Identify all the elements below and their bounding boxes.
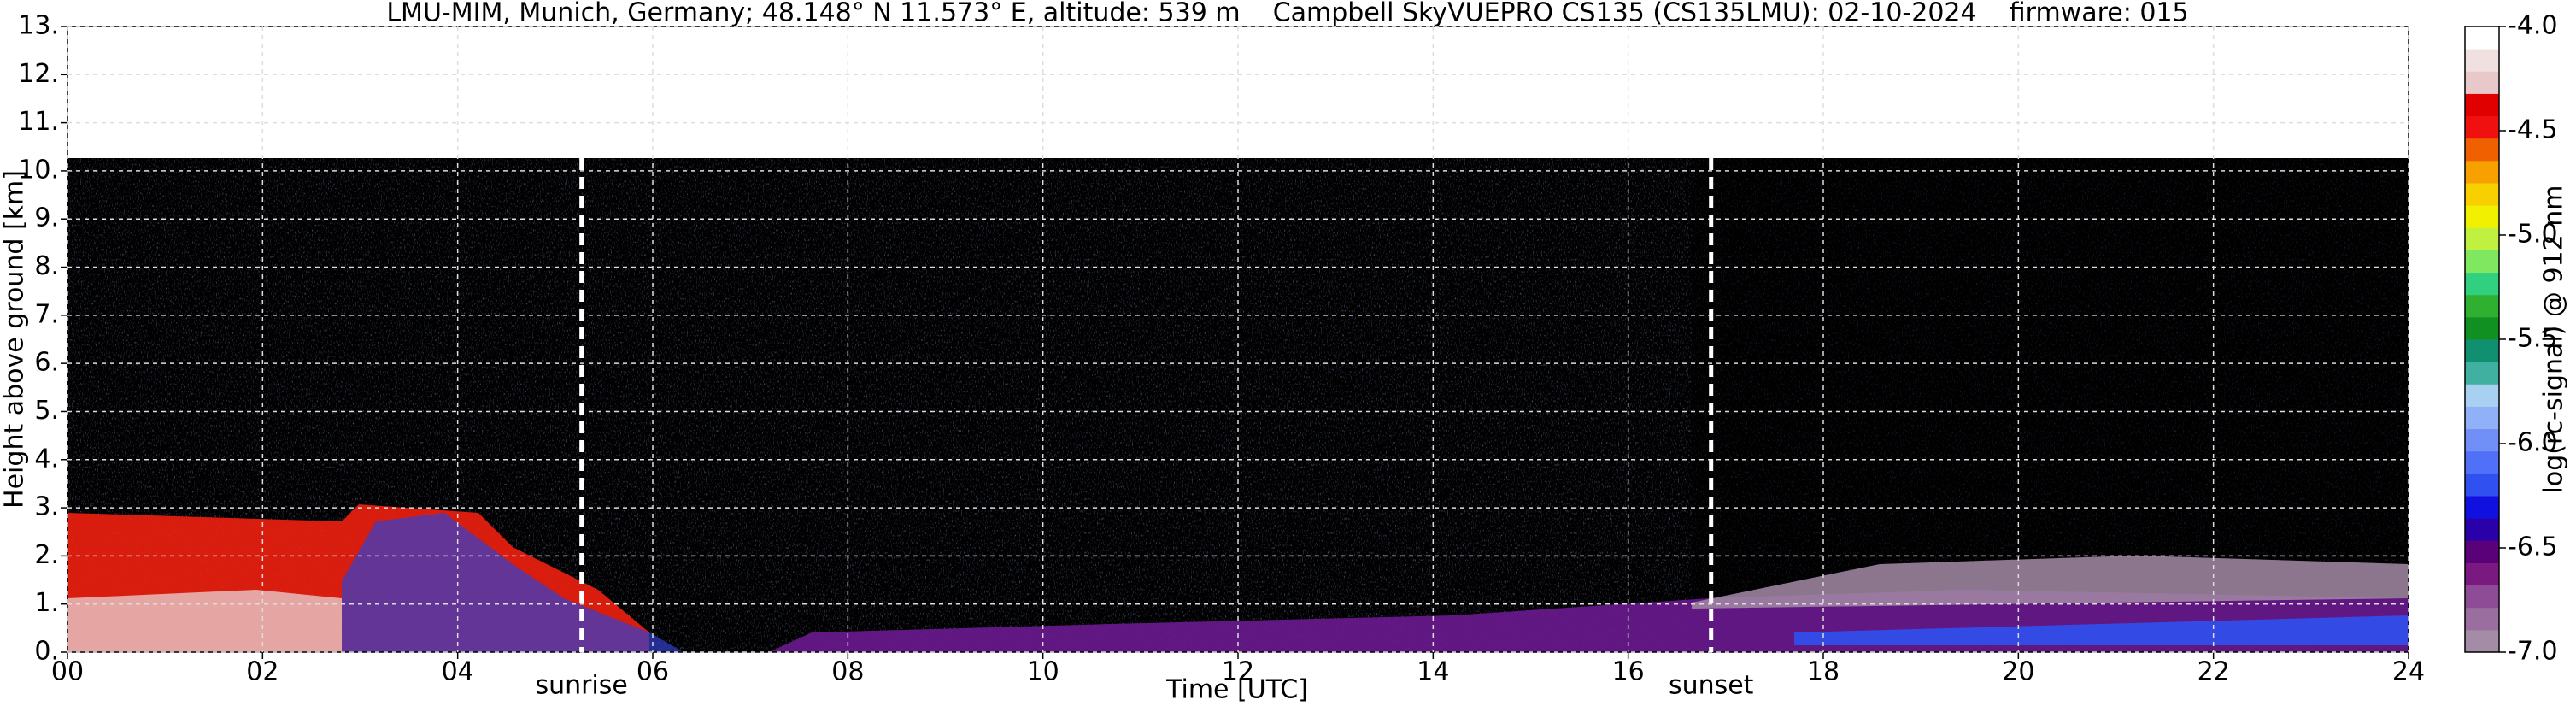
colorbar-swatch	[2465, 540, 2499, 563]
y-tick-label: 3.	[34, 492, 59, 522]
colorbar-swatch	[2465, 294, 2499, 318]
image-layer	[1692, 556, 2409, 609]
colorbar-swatch	[2465, 339, 2499, 362]
y-tick-label: 9.	[34, 203, 59, 233]
y-tick-label: 5.	[34, 396, 59, 426]
colorbar-tick-label: -6.5	[2508, 532, 2558, 562]
colorbar-label: log(rc-signal) @ 912 nm	[2539, 185, 2569, 494]
x-tick-label: 08	[831, 657, 864, 687]
colorbar-swatch	[2465, 160, 2499, 184]
image-layer	[67, 590, 342, 652]
colorbar-swatch	[2465, 450, 2499, 474]
colorbar-swatch	[2465, 183, 2499, 206]
colorbar-swatch	[2465, 562, 2499, 586]
x-tick-label: 00	[51, 657, 84, 687]
colorbar-swatch	[2465, 316, 2499, 340]
colorbar-swatch	[2465, 49, 2499, 72]
x-tick-label: 04	[442, 657, 474, 687]
colorbar-swatch	[2465, 406, 2499, 430]
colorbar-swatch	[2465, 71, 2499, 94]
x-tick-label: 02	[246, 657, 279, 687]
colorbar-swatch	[2465, 473, 2499, 497]
y-tick-label: 10.	[18, 155, 59, 185]
image-layer	[1794, 615, 2409, 645]
colorbar-tick-label: -7.0	[2508, 637, 2558, 667]
x-tick-label: 18	[1807, 657, 1840, 687]
x-axis-label: Time [UTC]	[1165, 675, 1308, 705]
y-axis-label: Height above ground [km]	[0, 170, 30, 509]
colorbar-swatch	[2465, 93, 2499, 117]
x-tick-label: 16	[1612, 657, 1645, 687]
colorbar-tick-label: -5.5	[2508, 324, 2558, 354]
colorbar-tick-label: -4.0	[2508, 11, 2558, 41]
colorbar-swatch	[2465, 496, 2499, 519]
colorbar-swatch	[2465, 629, 2499, 653]
chart-title: LMU-MIM, Munich, Germany; 48.148° N 11.5…	[386, 0, 2188, 28]
x-tick-label: 14	[1417, 657, 1449, 687]
colorbar-swatch	[2465, 362, 2499, 385]
y-tick-label: 11.	[18, 107, 59, 137]
y-tick-label: 8.	[34, 251, 59, 281]
colorbar-tick-label: -6.0	[2508, 428, 2558, 458]
y-tick-label: 2.	[34, 540, 59, 570]
y-tick-label: 13.	[18, 11, 59, 41]
y-tick-label: 0.	[34, 637, 59, 667]
x-tick-label: 10	[1027, 657, 1059, 687]
colorbar-swatch	[2465, 250, 2499, 274]
colorbar-swatch	[2465, 607, 2499, 631]
colorbar-swatch	[2465, 585, 2499, 609]
colorbar-swatch	[2465, 272, 2499, 296]
colorbar-swatch	[2465, 428, 2499, 452]
y-tick-label: 6.	[34, 348, 59, 378]
y-tick-label: 4.	[34, 444, 59, 474]
colorbar-swatch	[2465, 138, 2499, 162]
x-tick-label: 06	[637, 657, 669, 687]
y-tick-label: 1.	[34, 588, 59, 618]
colorbar-swatch	[2465, 205, 2499, 228]
colorbar-tick-label: -4.5	[2508, 115, 2558, 145]
colorbar-swatch	[2465, 384, 2499, 407]
image-layer	[342, 513, 684, 652]
colorbar-tick-label: -5.0	[2508, 220, 2558, 250]
x-tick-label: 20	[2002, 657, 2034, 687]
colorbar-swatch	[2465, 227, 2499, 250]
colorbar-swatch	[2465, 26, 2499, 50]
x-tick-label: 24	[2392, 657, 2425, 687]
x-tick-label: 22	[2198, 657, 2230, 687]
annotation-label: sunrise	[535, 671, 627, 701]
annotation-label: sunset	[1669, 671, 1754, 701]
x-tick-label: 12	[1222, 657, 1254, 687]
y-tick-label: 7.	[34, 299, 59, 329]
colorbar-swatch	[2465, 518, 2499, 541]
y-tick-label: 12.	[18, 59, 59, 89]
colorbar-swatch	[2465, 115, 2499, 139]
